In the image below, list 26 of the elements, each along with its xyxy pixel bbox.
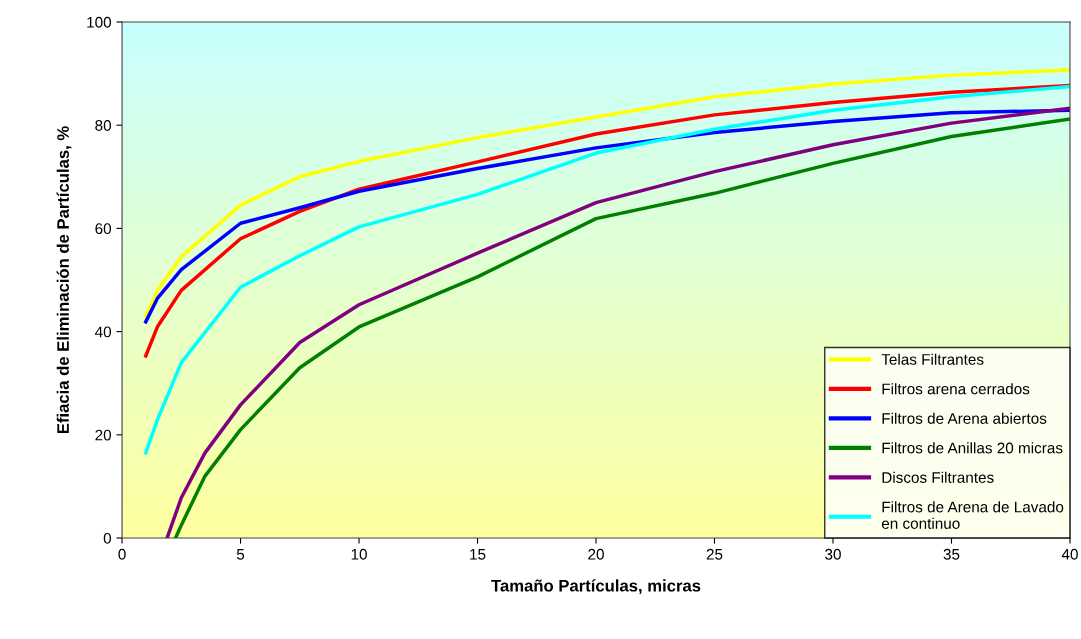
x-tick-label: 15 <box>470 549 486 560</box>
legend-label: Telas Filtrantes <box>881 353 984 365</box>
legend-label: Discos Filtrantes <box>882 471 994 483</box>
x-tick-label: 10 <box>351 548 367 560</box>
y-tick-label: 100 <box>87 16 112 28</box>
legend-label: Filtros de Arena abiertos <box>882 412 1047 424</box>
y-tick-label: 0 <box>103 532 112 544</box>
x-tick-label: 0 <box>118 548 126 560</box>
x-tick-label: 25 <box>706 548 723 560</box>
line-series <box>144 84 1070 455</box>
legend-label: Filtros de Arena de Lavado en continuo <box>881 501 1064 529</box>
x-tick-label: 30 <box>825 548 841 560</box>
y-tick-label: 40 <box>94 326 112 338</box>
line-series <box>144 108 1070 324</box>
x-tick-label: 40 <box>1061 548 1078 560</box>
legend-label: Filtros arena cerrados <box>882 383 1030 395</box>
x-tick-label: 20 <box>588 548 604 560</box>
y-tick-label: 80 <box>95 120 112 131</box>
x-tick-label: 35 <box>943 548 960 560</box>
line-series <box>144 68 1070 318</box>
y-tick-label: 60 <box>95 223 112 235</box>
x-tick-label: 5 <box>236 549 245 560</box>
legend-label: Filtros de Anillas 20 micras <box>882 442 1063 454</box>
x-axis-title: Tamaño Partículas, micras <box>491 579 701 595</box>
y-axis-title: Efiacia de Eliminación de Partículas, % <box>56 126 72 434</box>
y-tick-label: 20 <box>95 429 112 441</box>
